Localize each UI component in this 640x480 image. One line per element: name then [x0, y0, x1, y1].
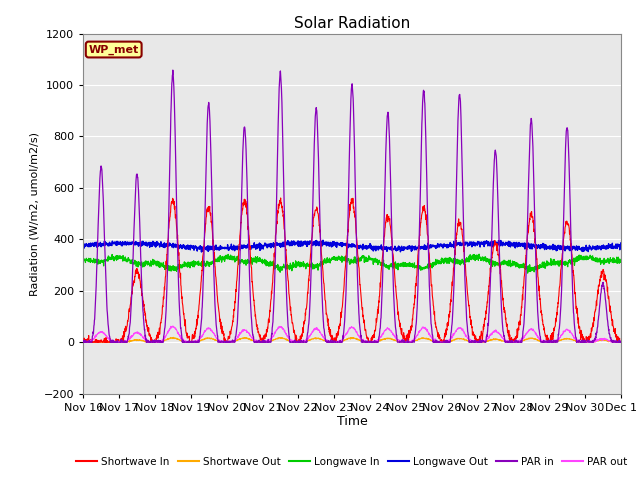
Title: Solar Radiation: Solar Radiation: [294, 16, 410, 31]
Text: WP_met: WP_met: [88, 44, 139, 55]
Y-axis label: Radiation (W/m2, umol/m2/s): Radiation (W/m2, umol/m2/s): [29, 132, 40, 296]
Legend: Shortwave In, Shortwave Out, Longwave In, Longwave Out, PAR in, PAR out: Shortwave In, Shortwave Out, Longwave In…: [72, 453, 632, 471]
X-axis label: Time: Time: [337, 415, 367, 429]
